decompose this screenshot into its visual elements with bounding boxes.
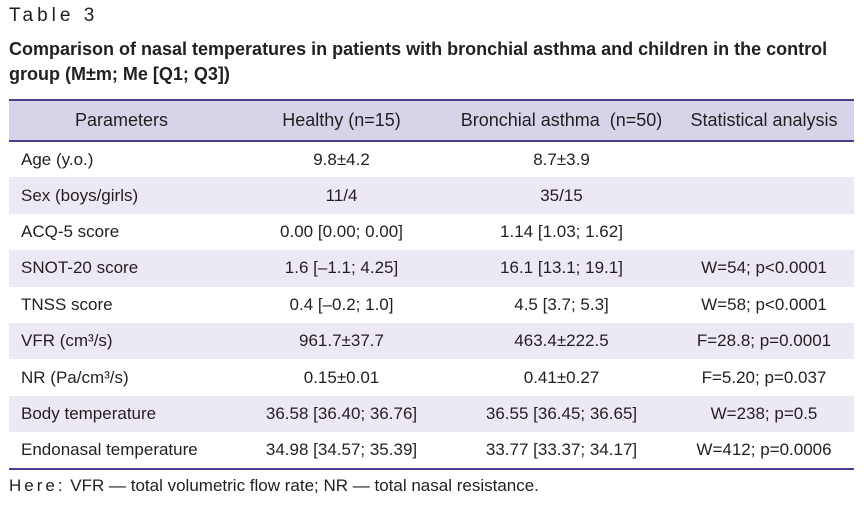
cell-asthma: 33.77 [33.37; 34.17] (449, 432, 674, 470)
table-row: Endonasal temperature 34.98 [34.57; 35.39… (9, 432, 854, 470)
data-table: Parameters Healthy (n=15) Bronchial asth… (9, 99, 854, 470)
cell-stat: F=5.20; p=0.037 (701, 367, 827, 387)
cell-healthy: 1.6 [–1.1; 4.25] (284, 258, 399, 278)
table-row: Age (y.o.) 9.8±4.2 8.7±3.9 (9, 141, 854, 178)
header-parameters: Parameters (9, 99, 234, 142)
cell-stat (674, 141, 854, 177)
cell-healthy: 0.4 [–0.2; 1.0] (289, 294, 394, 314)
cell-asthma: 463.4±222.5 (514, 331, 609, 351)
cell-param: ACQ-5 score (21, 221, 120, 241)
footnote-text: VFR — total volumetric flow rate; NR — t… (65, 476, 539, 495)
cell-stat (674, 214, 854, 250)
cell-param: Endonasal temperature (9, 432, 234, 470)
cell-param: NR (Pa/cm³/s) (21, 367, 129, 387)
cell-healthy: 0.00 [0.00; 0.00] (280, 221, 403, 241)
cell-healthy: 11/4 (325, 185, 358, 205)
cell-stat: W=238; p=0.5 (710, 403, 818, 423)
table-row: NR (Pa/cm³/s) 0.15±0.01 0.41±0.27 F=5.20; p… (9, 359, 854, 396)
table-caption: Comparison of nasal temperatures in pati… (9, 39, 828, 84)
cell-param: Age (y.o.) (21, 149, 94, 169)
table-label: Table 3 (9, 5, 99, 26)
table-row: Body temperature 36.58 [36.40; 36.76] 36.5… (9, 395, 854, 433)
cell-healthy: 961.7±37.7 (299, 331, 384, 351)
cell-asthma: 1.14 [1.03; 1.62] (500, 221, 623, 241)
footnote-lead: Here: (9, 476, 66, 495)
cell-stat: F=28.8; p=0.0001 (696, 331, 832, 351)
cell-stat (674, 177, 854, 213)
cell-param: Sex (boys/girls) (21, 185, 139, 205)
cell-asthma: 35/15 (540, 185, 583, 205)
header-healthy: Healthy (n=15) (234, 99, 449, 142)
cell-asthma: 8.7±3.9 (533, 149, 590, 169)
cell-param: TNSS score (21, 294, 113, 314)
cell-healthy: 0.15±0.01 (303, 367, 380, 387)
header-bronchial-asthma: Bronchial asthma (n=50) (449, 99, 674, 142)
cell-stat: W=58; p<0.0001 (701, 294, 827, 314)
table-footnote: Here: VFR — total volumetric flow rate; … (9, 476, 539, 496)
table-row: SNOT-20 score 1.6 [–1.1; 4.25] 16.1 [13.1;… (9, 250, 854, 287)
cell-stat: W=54; p<0.0001 (701, 258, 827, 278)
cell-asthma: 4.5 [3.7; 5.3] (514, 294, 609, 314)
header-statistical-analysis: Statistical analysis (674, 99, 854, 142)
cell-stat: W=412; p=0.0006 (674, 432, 854, 470)
table-row: Sex (boys/girls) 11/4 35/15 (9, 177, 854, 214)
cell-param: Body temperature (21, 403, 157, 423)
cell-healthy: 34.98 [34.57; 35.39] (234, 432, 449, 470)
table-row: ACQ-5 score 0.00 [0.00; 0.00] 1.14 [1.03; … (9, 213, 854, 251)
table-row: VFR (cm³/s) 961.7±37.7 463.4±222.5 F=28.8; … (9, 322, 854, 360)
table-row: TNSS score 0.4 [–0.2; 1.0] 4.5 [3.7; 5.3] W… (9, 286, 854, 323)
cell-param: VFR (cm³/s) (21, 331, 113, 351)
cell-asthma: 16.1 [13.1; 19.1] (500, 258, 623, 278)
cell-healthy: 36.58 [36.40; 36.76] (265, 403, 418, 423)
cell-healthy: 9.8±4.2 (313, 149, 370, 169)
cell-asthma: 0.41±0.27 (523, 367, 600, 387)
cell-asthma: 36.55 [36.45; 36.65] (485, 403, 638, 423)
header-row: Parameters Healthy (n=15) Bronchial asth… (9, 99, 854, 142)
cell-param: SNOT-20 score (21, 258, 139, 278)
